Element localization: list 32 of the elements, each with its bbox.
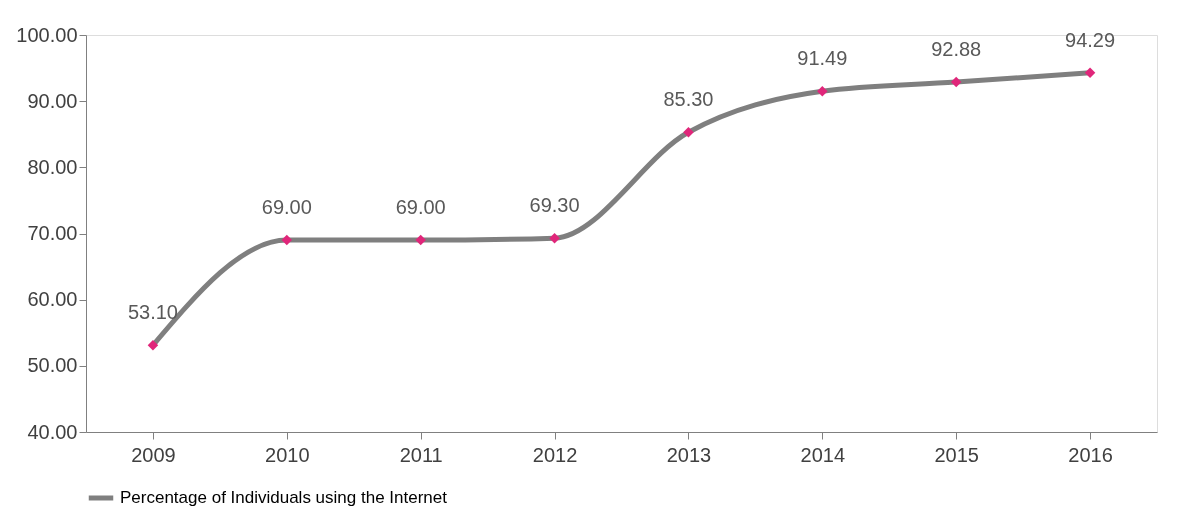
point [817,86,828,97]
point [147,340,159,351]
y-tick-label: 70.00 [27,222,78,244]
y-tick-label: 90.00 [27,89,78,112]
y-tick-label: 40.00 [27,420,78,443]
point [549,232,560,244]
data-label: 92.88 [931,38,982,61]
y-tick-label: 100.00 [16,23,78,46]
point [281,234,293,246]
x-tick-label: 2009 [131,443,176,466]
point [683,127,694,138]
data-label: 69.30 [529,194,580,217]
x-tick-label: 2011 [399,443,443,466]
data-label: 94.29 [1065,28,1116,51]
data-label: 69.00 [395,196,446,219]
x-tick-label: 2013 [666,443,712,466]
data-label: 69.00 [261,196,312,219]
data-label: 91.49 [797,47,848,70]
x-tick-label: 2016 [1068,443,1113,466]
x-tick-label: 2010 [265,443,310,466]
point [1084,67,1096,79]
y-tick-label: 60.00 [27,288,78,311]
point [415,234,426,246]
x-tick-label: 2012 [532,443,578,466]
point [950,76,962,88]
x-tick-label: 2015 [934,443,979,466]
x-tick-label: 2014 [800,443,846,466]
legend-label: Percentage of Individuals using the Internet [120,488,448,507]
y-tick-label: 80.00 [27,155,78,178]
y-tick-label: 50.00 [27,354,78,377]
data-label: 53.10 [127,301,178,324]
data-label: 85.30 [663,88,714,111]
